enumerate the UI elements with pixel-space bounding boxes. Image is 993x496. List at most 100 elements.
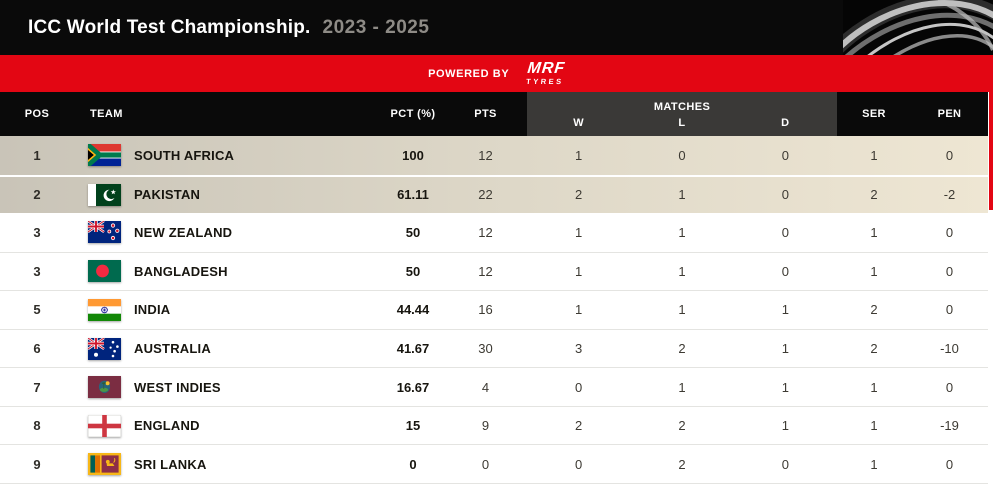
penalty-cell: 0 bbox=[945, 302, 954, 318]
mrf-tyres-logo: MRF TYRES bbox=[525, 60, 566, 87]
losses-cell: 2 bbox=[678, 341, 686, 356]
pct-cell: 0 bbox=[409, 456, 417, 472]
team-name: BANGLADESH bbox=[134, 263, 228, 279]
wins-cell: 1 bbox=[575, 263, 583, 279]
team-cell: NEW ZEALAND bbox=[74, 221, 382, 244]
red-edge-strip bbox=[989, 88, 993, 210]
team-cell: SRI LANKA bbox=[74, 453, 382, 476]
wins-cell: 2 bbox=[575, 418, 583, 434]
header-wld-row: W L D bbox=[527, 117, 837, 129]
team-cell: AUSTRALIA bbox=[74, 337, 382, 360]
team-row-pakistan: 2 PAKISTAN 61.11 22 2 1 0 2 -2 bbox=[0, 174, 988, 214]
team-cell: INDIA bbox=[74, 298, 382, 321]
penalty-cell: -2 bbox=[943, 187, 956, 203]
position-cell: 7 bbox=[33, 379, 41, 395]
pakistan-flag-icon bbox=[88, 183, 121, 206]
penalty-cell: 0 bbox=[945, 263, 954, 279]
powered-by-bar: POWERED BY MRF TYRES bbox=[0, 55, 993, 92]
losses-cell: 1 bbox=[678, 379, 686, 395]
pts-cell: 22 bbox=[478, 187, 493, 203]
position-cell: 8 bbox=[33, 418, 41, 434]
position-cell: 2 bbox=[33, 187, 41, 203]
losses-cell: 1 bbox=[678, 187, 686, 203]
losses-cell: 0 bbox=[678, 147, 686, 163]
wins-cell: 0 bbox=[575, 379, 583, 395]
header-losses: L bbox=[678, 116, 686, 129]
pct-cell: 41.67 bbox=[396, 341, 430, 356]
team-name: SOUTH AFRICA bbox=[134, 147, 235, 163]
header-pts: PTS bbox=[474, 108, 497, 120]
team-name: NEW ZEALAND bbox=[134, 224, 233, 240]
position-cell: 3 bbox=[33, 224, 41, 240]
west-indies-flag-icon bbox=[88, 376, 121, 399]
team-cell: BANGLADESH bbox=[74, 260, 382, 283]
header-team: TEAM bbox=[90, 108, 123, 120]
team-cell: SOUTH AFRICA bbox=[74, 144, 382, 167]
header-matches-group: MATCHES W L D bbox=[527, 92, 837, 136]
penalty-cell: 0 bbox=[945, 456, 954, 472]
pts-cell: 4 bbox=[481, 379, 490, 395]
mrf-logo-subtext: TYRES bbox=[525, 77, 565, 87]
series-cell: 1 bbox=[870, 456, 878, 472]
pts-cell: 12 bbox=[478, 147, 493, 163]
pct-cell: 44.44 bbox=[396, 302, 430, 318]
team-row-new-zealand: 3 NEW ZEALAND 50 12 1 1 0 1 0 bbox=[0, 213, 988, 252]
sri-lanka-flag-icon bbox=[88, 453, 121, 476]
header-pct: PCT (%) bbox=[390, 108, 436, 120]
penalty-cell: 0 bbox=[945, 224, 954, 240]
standings-table: POS TEAM PCT (%) PTS MATCHES W L D SER P… bbox=[0, 92, 988, 484]
tyre-swirl-graphic bbox=[843, 0, 993, 55]
draws-cell: 0 bbox=[781, 147, 789, 163]
title-bar: ICC World Test Championship. 2023 - 2025 bbox=[0, 0, 993, 55]
page-title: ICC World Test Championship. bbox=[28, 16, 311, 38]
series-cell: 2 bbox=[870, 341, 878, 356]
losses-cell: 1 bbox=[678, 302, 686, 318]
losses-cell: 2 bbox=[678, 418, 686, 434]
draws-cell: 1 bbox=[781, 341, 789, 356]
wins-cell: 1 bbox=[575, 147, 583, 163]
india-flag-icon bbox=[88, 298, 121, 321]
pts-cell: 12 bbox=[478, 224, 493, 240]
pts-cell: 16 bbox=[478, 302, 493, 318]
wins-cell: 3 bbox=[575, 341, 583, 356]
england-flag-icon bbox=[88, 414, 121, 437]
team-row-australia: 6 AUSTRALIA 41.67 30 3 2 1 2 -10 bbox=[0, 328, 988, 368]
pts-cell: 30 bbox=[478, 341, 493, 356]
position-cell: 1 bbox=[33, 147, 41, 163]
header-pos: POS bbox=[24, 108, 50, 120]
position-cell: 5 bbox=[33, 302, 41, 318]
team-cell: PAKISTAN bbox=[74, 183, 382, 206]
header-matches: MATCHES bbox=[653, 100, 711, 113]
pts-cell: 9 bbox=[481, 418, 490, 434]
south-africa-flag-icon bbox=[88, 144, 121, 167]
pct-cell: 100 bbox=[402, 147, 424, 163]
team-name: AUSTRALIA bbox=[134, 341, 211, 356]
team-row-west-indies: 7 WEST INDIES 16.67 4 0 1 1 1 0 bbox=[0, 367, 988, 406]
pct-cell: 15 bbox=[405, 418, 421, 434]
header-penalties: PEN bbox=[937, 108, 962, 120]
team-name: INDIA bbox=[134, 302, 171, 318]
losses-cell: 2 bbox=[678, 456, 686, 472]
series-cell: 2 bbox=[870, 187, 878, 203]
series-cell: 1 bbox=[870, 147, 878, 163]
draws-cell: 0 bbox=[781, 224, 789, 240]
penalty-cell: -10 bbox=[940, 341, 959, 356]
pct-cell: 50 bbox=[405, 224, 421, 240]
team-name: ENGLAND bbox=[134, 418, 200, 434]
australia-flag-icon bbox=[88, 337, 121, 360]
header-series: SER bbox=[862, 108, 886, 120]
pts-cell: 12 bbox=[478, 263, 493, 279]
position-cell: 3 bbox=[33, 263, 41, 279]
losses-cell: 1 bbox=[678, 224, 686, 240]
team-cell: WEST INDIES bbox=[74, 376, 382, 399]
draws-cell: 0 bbox=[781, 456, 789, 472]
position-cell: 6 bbox=[33, 341, 41, 356]
draws-cell: 1 bbox=[781, 418, 789, 434]
series-cell: 2 bbox=[870, 302, 878, 318]
penalty-cell: 0 bbox=[945, 147, 954, 163]
penalty-cell: 0 bbox=[945, 379, 954, 395]
powered-by-label: POWERED BY bbox=[428, 67, 510, 80]
header-draws: D bbox=[781, 116, 790, 129]
losses-cell: 1 bbox=[678, 263, 686, 279]
draws-cell: 1 bbox=[781, 379, 789, 395]
